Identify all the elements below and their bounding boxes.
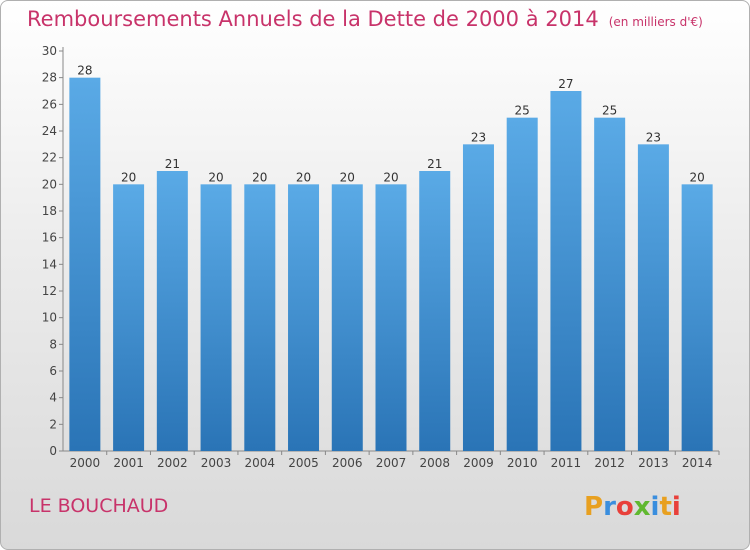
x-tick-label: 2005 (288, 456, 319, 470)
chart-x-ticks: 2000 2001 2002 2003 2004 2005 2006 2007 2008 2009… (70, 451, 720, 470)
data-label: 25 (515, 104, 530, 118)
data-label: 20 (296, 170, 311, 184)
y-tick-label: 22 (42, 151, 57, 165)
data-label: 20 (689, 170, 704, 184)
y-tick-label: 6 (49, 364, 57, 378)
x-tick-label: 2013 (638, 456, 669, 470)
bar (637, 144, 669, 452)
y-tick-label: 12 (42, 284, 57, 298)
y-tick-label: 2 (49, 417, 57, 431)
bar (594, 117, 626, 452)
bar (113, 184, 145, 452)
data-label: 20 (340, 170, 355, 184)
x-tick-label: 2011 (551, 456, 582, 470)
y-tick-label: 10 (42, 311, 57, 325)
bar (69, 77, 101, 452)
data-label: 21 (165, 157, 180, 171)
data-label: 20 (208, 170, 223, 184)
y-tick-label: 26 (42, 97, 57, 111)
chart-title: Remboursements Annuels de la Dette de 20… (27, 7, 703, 31)
bar (419, 171, 451, 451)
chart-title-text: Remboursements Annuels de la Dette de 20… (27, 7, 599, 31)
x-tick-label: 2012 (594, 456, 625, 470)
y-tick-label: 8 (49, 337, 57, 351)
y-tick-label: 24 (42, 124, 57, 138)
data-label: 28 (77, 64, 92, 78)
bar (506, 117, 538, 452)
x-tick-label: 2004 (245, 456, 276, 470)
x-tick-label: 2007 (376, 456, 407, 470)
bar (462, 144, 494, 452)
data-label: 23 (471, 130, 486, 144)
bar (375, 184, 407, 452)
x-tick-label: 2014 (682, 456, 713, 470)
y-tick-label: 14 (42, 257, 57, 271)
data-label: 27 (558, 77, 573, 91)
y-tick-label: 4 (49, 391, 57, 405)
data-label: 20 (121, 170, 136, 184)
x-tick-label: 2006 (332, 456, 363, 470)
bar (156, 171, 188, 451)
chart-subtitle: (en milliers d'€) (608, 15, 703, 29)
x-tick-label: 2003 (201, 456, 232, 470)
data-label: 20 (252, 170, 267, 184)
x-tick-label: 2002 (157, 456, 188, 470)
data-label: 25 (602, 104, 617, 118)
y-tick-label: 28 (42, 71, 57, 85)
bar (550, 91, 582, 451)
chart-data-labels: 28 20 21 20 20 20 20 20 21 23 25 27 25 23 20 (77, 64, 705, 185)
x-tick-label: 2010 (507, 456, 538, 470)
bar (681, 184, 713, 452)
x-tick-label: 2001 (113, 456, 144, 470)
y-tick-label: 18 (42, 204, 57, 218)
data-label: 20 (383, 170, 398, 184)
bar (288, 184, 320, 452)
commune-name: LE BOUCHAUD (29, 495, 169, 517)
chart-bars (69, 77, 713, 452)
bar (244, 184, 276, 452)
y-tick-label: 0 (49, 444, 57, 458)
y-tick-label: 16 (42, 231, 57, 245)
logo-text: Proxiti (584, 492, 681, 522)
y-tick-label: 20 (42, 177, 57, 191)
bar (331, 184, 363, 452)
x-tick-label: 2000 (70, 456, 101, 470)
data-label: 21 (427, 157, 442, 171)
proxiti-logo: Proxiti (584, 492, 681, 522)
x-tick-label: 2009 (463, 456, 494, 470)
bar (200, 184, 232, 452)
y-tick-label: 30 (42, 44, 57, 58)
data-label: 23 (646, 130, 661, 144)
x-tick-label: 2008 (419, 456, 450, 470)
